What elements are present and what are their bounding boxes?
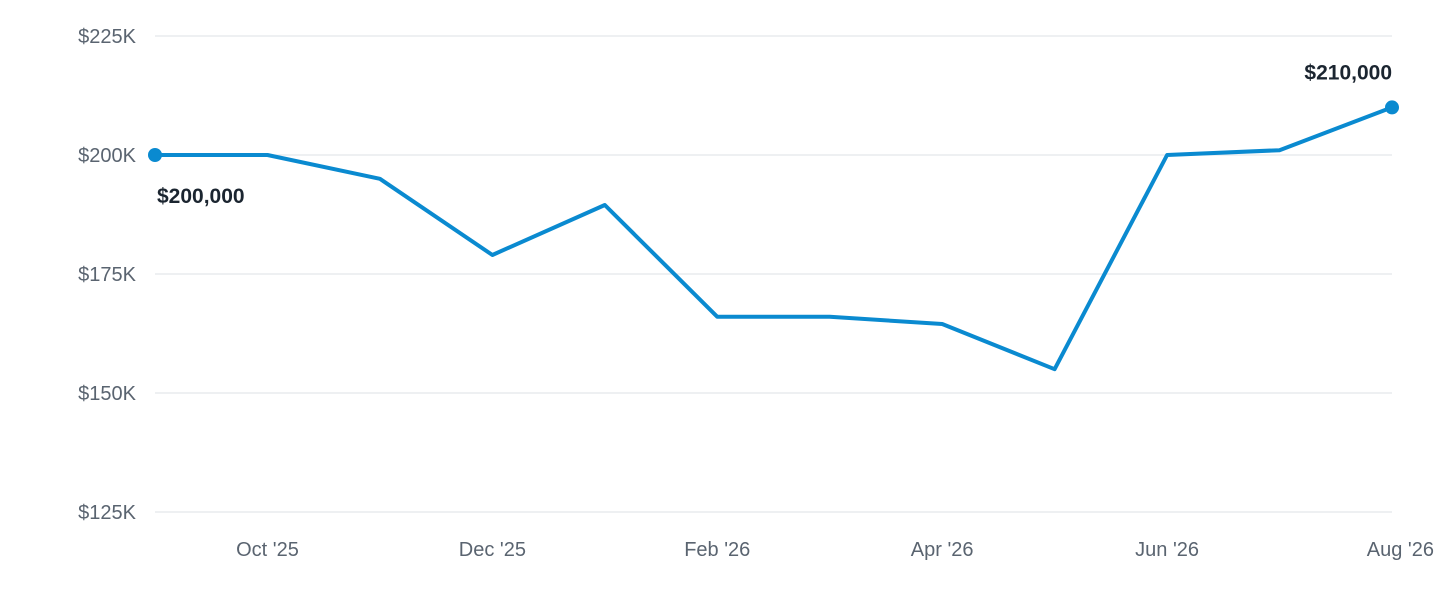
x-tick-label: Dec '25 [459, 539, 526, 561]
x-tick-label: Feb '26 [684, 539, 750, 561]
data-label: $210,000 [1304, 61, 1392, 84]
data-label: $200,000 [157, 185, 245, 208]
data-point [148, 148, 162, 162]
y-tick-label: $225K [78, 26, 136, 48]
y-tick-label: $125K [78, 502, 136, 524]
y-tick-label: $200K [78, 145, 136, 167]
y-tick-label: $150K [78, 383, 136, 405]
x-tick-label: Oct '25 [236, 539, 299, 561]
x-tick-label: Aug '26 [1367, 539, 1434, 561]
y-tick-label: $175K [78, 264, 136, 286]
data-point [1385, 100, 1399, 115]
x-tick-label: Apr '26 [911, 539, 974, 561]
series-line [153, 105, 1394, 372]
x-tick-label: Jun '26 [1135, 539, 1199, 561]
